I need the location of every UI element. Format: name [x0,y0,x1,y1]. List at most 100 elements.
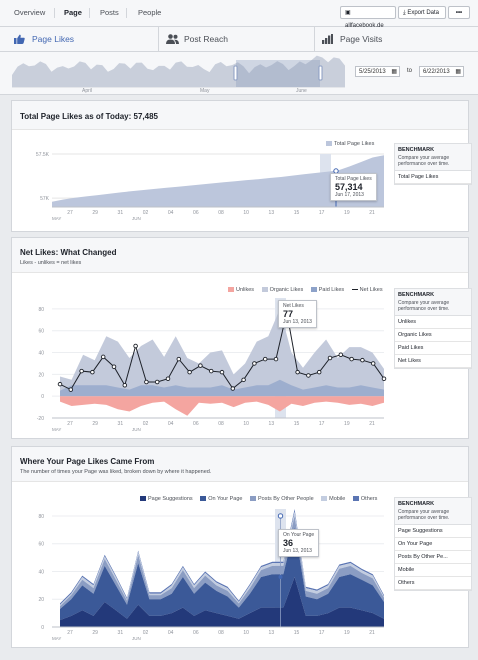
benchmark-item-mobile[interactable]: Mobile [395,564,471,577]
net-likes-point [219,369,225,375]
net-likes-point [208,368,214,374]
tooltip-date: Jun 13, 2013 [283,548,312,554]
net-likes-point [316,369,322,375]
y-tick-label: 60 [38,542,44,548]
legend-swatch-unlikes [228,287,234,293]
legend-mobile[interactable]: Mobile [329,496,346,502]
likes-sources-title: Where Your Page Likes Came From [20,457,155,466]
calendar-icon: ▦ [391,69,397,75]
tab-post-reach[interactable]: Post Reach [166,27,306,51]
legend-others[interactable]: Others [360,496,378,502]
x-tick-label: 27 [67,210,73,216]
benchmark-item-unlikes[interactable]: Unlikes [395,316,471,329]
benchmark-item-others[interactable]: Others [395,577,471,590]
month-label-jun: JUN [132,216,141,221]
legend-on-your-page[interactable]: On Your Page [208,496,243,502]
y-tick-label: 40 [38,569,44,575]
x-tick-label: 08 [218,210,224,216]
legend-swatch-total-likes [326,141,332,147]
net-likes-point [144,379,149,385]
tab-people[interactable]: People [138,8,162,17]
legend-total-likes[interactable]: Total Page Likes [334,141,375,147]
x-tick-label: 08 [218,630,224,636]
benchmark-title: BENCHMARK [398,292,435,298]
x-tick-label: 29 [92,210,98,216]
x-tick-label: 29 [92,630,98,636]
x-tick-label: 13 [269,630,275,636]
tooltip-label: Net Likes [283,303,304,309]
legend-paid-likes[interactable]: Paid Likes [318,287,345,293]
y-tick-label: -20 [37,416,44,422]
likes-sources-subtitle: The number of times your Page was liked,… [20,469,212,475]
tab-page-likes[interactable]: Page Likes [14,27,154,51]
net-likes-point [338,352,344,357]
bar-chart-icon [322,34,333,44]
range-overview-chart: April May June [12,55,345,94]
net-likes-tooltip: Net Likes 77 Jun 13, 2013 [278,300,317,328]
net-likes-point [370,361,376,366]
month-label-may: MAY [52,427,61,432]
x-tick-label: 21 [369,210,375,216]
tab-divider [54,8,55,18]
tooltip-label: Total Page Likes [335,176,372,182]
tab-divider [126,8,127,18]
benchmark-item-posts-by-others[interactable]: Posts By Other Pe... [395,551,471,564]
net-likes-point [176,356,182,362]
y-tick-label: 57K [40,196,50,202]
range-month-april: April [82,88,92,94]
range-handle-right[interactable] [318,65,323,81]
tab-page-visits[interactable]: Page Visits [322,27,462,51]
net-likes-point [230,386,236,391]
tab-overview[interactable]: Overview [14,8,46,17]
y-tick-label: 20 [38,372,44,378]
net-likes-point [349,356,354,362]
x-tick-label: 15 [294,421,300,427]
range-handle-left[interactable] [233,65,238,81]
x-tick-label: 27 [67,421,73,427]
net-likes-point [79,368,84,374]
benchmark-panel: BENCHMARK Compare your average performan… [394,143,472,185]
x-tick-label: 06 [193,630,199,636]
legend-organic-likes[interactable]: Organic Likes [269,287,304,293]
y-tick-label: 80 [38,307,44,313]
legend-unlikes[interactable]: Unlikes [236,287,255,293]
range-selection-window[interactable] [236,60,320,87]
x-tick-label: 19 [344,630,350,636]
legend-swatch-organic [261,287,268,293]
tab-page[interactable]: Page [64,8,82,17]
export-data-button[interactable]: ⤓ Export Data [398,6,446,19]
x-tick-label: 06 [193,210,199,216]
legend-posts-by-others[interactable]: Posts By Other People [257,496,314,502]
benchmark-description: Compare your average performance over ti… [398,155,450,167]
x-tick-label: 10 [243,210,249,216]
benchmark-item-on-your-page[interactable]: On Your Page [395,538,471,551]
benchmark-item-page-suggestions[interactable]: Page Suggestions [395,525,471,538]
tab-page-visits-label: Page Visits [340,34,383,44]
series-unlikes [60,396,384,416]
start-date-input[interactable]: 5/25/2013 ▦ [355,66,400,77]
legend-swatch-suggestions [140,496,146,502]
legend-swatch-others [352,496,359,502]
benchmark-item-net-likes[interactable]: Net Likes [395,355,471,368]
x-tick-label: 17 [319,421,325,427]
benchmark-item-total-page-likes[interactable]: Total Page Likes [395,171,471,184]
y-tick-label: 0 [41,625,44,631]
benchmark-item-organic-likes[interactable]: Organic Likes [395,329,471,342]
people-icon [166,34,179,44]
x-tick-label: 31 [118,210,124,216]
legend-page-suggestions[interactable]: Page Suggestions [148,496,193,502]
page-selector-button[interactable]: ▣ allfacebook.de [340,6,396,29]
end-date-input[interactable]: 6/22/2013 ▦ [419,66,464,77]
benchmark-item-paid-likes[interactable]: Paid Likes [395,342,471,355]
legend-net-likes[interactable]: Net Likes [359,287,383,293]
net-likes-point [133,343,138,349]
legend-swatch-by-others [249,496,256,502]
net-likes-point [111,364,117,369]
more-options-button[interactable]: ••• [448,6,470,19]
benchmark-title: BENCHMARK [398,501,435,507]
tab-posts[interactable]: Posts [100,8,119,17]
net-likes-point [100,354,106,360]
benchmark-description: Compare your average performance over ti… [398,300,450,312]
net-likes-point [198,363,203,368]
y-tick-label: 60 [38,329,44,335]
